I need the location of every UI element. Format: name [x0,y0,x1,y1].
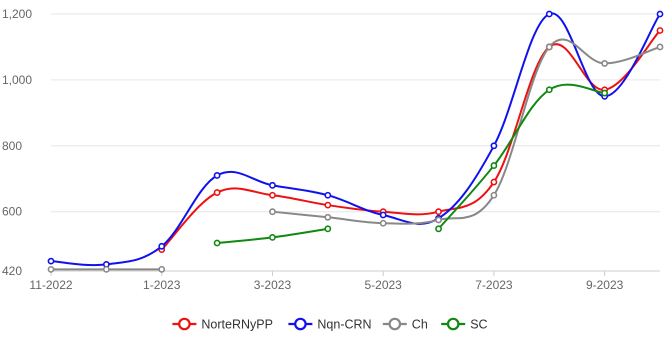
data-point[interactable] [601,89,609,97]
legend-item[interactable]: Nqn-CRN [288,317,372,332]
data-point[interactable] [435,225,442,233]
series-line [161,29,661,251]
data-point[interactable] [269,191,276,199]
grid-lines [51,13,660,213]
data-point[interactable] [324,225,332,233]
data-point[interactable] [490,191,498,199]
data-point[interactable] [490,178,498,186]
data-point[interactable] [269,208,276,216]
data-point[interactable] [545,10,553,18]
series-lines [47,10,664,273]
series-nqn-crn [47,10,664,268]
data-point[interactable] [213,239,221,247]
legend-label: Ch [412,318,428,332]
data-point[interactable] [545,43,553,51]
x-tick-label: 3-2023 [254,278,292,292]
data-point[interactable] [379,211,387,219]
data-point[interactable] [158,265,166,273]
legend-item[interactable]: NorteRNyPP [172,318,273,332]
series-line [437,83,605,230]
data-point[interactable] [213,172,221,179]
legend-item[interactable]: Ch [382,317,428,332]
data-point[interactable] [47,265,55,273]
legend-marker [388,317,402,331]
data-point[interactable] [102,265,110,273]
legend[interactable]: NorteRNyPP Nqn-CRN Ch SC [172,317,488,332]
y-tick-label: 420 [2,264,22,278]
data-point[interactable] [490,142,498,150]
axes: 420 600 800 1,000 1,200 11-2022 1-2023 3-2023 5-… [2,7,660,292]
data-point[interactable] [601,60,609,67]
legend-marker [446,317,460,331]
data-point[interactable] [656,43,664,51]
x-tick-label: 7-2023 [475,278,513,292]
data-point[interactable] [490,162,498,169]
data-point[interactable] [324,191,332,199]
x-tick-label: 11-2022 [29,278,72,292]
data-point[interactable] [269,181,276,189]
data-point[interactable] [158,242,166,250]
y-tick-label: 1,200 [2,7,32,21]
data-point[interactable] [324,213,332,221]
data-point[interactable] [435,216,442,224]
x-tick-label: 9-2023 [586,278,624,292]
legend-label: SC [470,318,487,332]
legend-marker [294,317,307,331]
series-line [272,38,661,225]
legend-item[interactable]: SC [441,317,488,332]
data-point[interactable] [379,219,387,227]
y-tick-label: 1,000 [2,73,32,87]
legend-label: NorteRNyPP [201,318,273,332]
legend-label: Nqn-CRN [317,318,371,332]
x-tick-label: 1-2023 [143,278,181,292]
series-ch [47,38,664,273]
series-norternypp [158,27,664,253]
y-tick-label: 800 [2,139,22,153]
data-point[interactable] [545,86,553,94]
series-sc [213,83,609,247]
data-point[interactable] [213,189,221,196]
data-point[interactable] [656,10,664,18]
data-point[interactable] [656,27,664,34]
legend-marker [178,317,191,331]
data-point[interactable] [47,257,55,265]
y-tick-label: 600 [2,205,22,219]
data-point[interactable] [269,233,276,241]
data-point[interactable] [435,208,442,216]
data-point[interactable] [324,201,332,209]
x-tick-label: 5-2023 [364,278,402,292]
